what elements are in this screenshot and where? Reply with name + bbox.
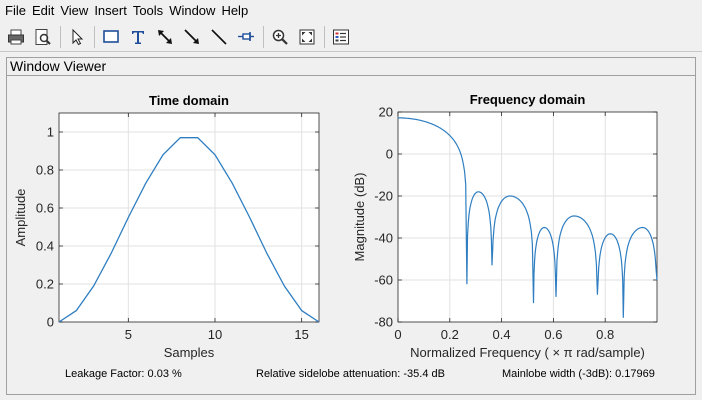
legend-button[interactable] [329, 25, 353, 49]
x-tick-label: 0 [394, 327, 401, 342]
y-tick-label: 0.6 [36, 201, 54, 216]
menu-window[interactable]: Window [169, 3, 216, 18]
double-arrow-icon [158, 29, 172, 44]
menu-bar: File Edit View Insert Tools Window Help [0, 0, 702, 22]
leakage-factor-label: Leakage Factor: 0.03 % [65, 368, 182, 380]
y-tick-label: 0 [386, 147, 393, 162]
panel-title: Window Viewer [10, 58, 107, 74]
menu-tools[interactable]: Tools [132, 3, 164, 18]
time-domain-line [58, 137, 320, 323]
arrow-button[interactable] [180, 25, 204, 49]
pin-button[interactable] [234, 25, 258, 49]
y-tick-label: -60 [374, 273, 393, 288]
y-tick-label: 0.2 [36, 277, 54, 292]
x-tick-label: 0.6 [544, 327, 562, 342]
plot-area [59, 113, 319, 322]
axes-frame [397, 111, 658, 323]
time-domain-plot: 5 10 15 0 0.2 0.4 0.6 0.8 1 Time domain Samples Amp… [13, 93, 320, 360]
x-tick-label: 0.4 [493, 327, 511, 342]
toolbar [0, 22, 702, 52]
text-icon [132, 30, 144, 44]
toolbar-separator [324, 25, 325, 48]
panel-divider [7, 75, 695, 76]
text-button[interactable] [126, 25, 150, 49]
x-axis-label: Samples [164, 345, 215, 360]
fit-view-button[interactable] [295, 25, 319, 49]
fit-view-icon [299, 29, 315, 44]
axes-frame [58, 112, 320, 323]
plot-area [398, 112, 657, 322]
x-tick-label: 5 [125, 327, 132, 342]
y-tick-label: -40 [374, 231, 393, 246]
menu-view[interactable]: View [60, 3, 89, 18]
y-tick-label: 1 [47, 125, 54, 140]
y-tick-label: -20 [374, 189, 393, 204]
rectangle-icon [103, 29, 119, 43]
double-arrow-button[interactable] [153, 25, 177, 49]
y-tick-label: 0.4 [36, 239, 54, 254]
x-axis-label: Normalized Frequency ( × π rad/sample) [410, 345, 645, 360]
zoom-in-icon [272, 29, 288, 45]
select-pointer-button[interactable] [65, 25, 89, 49]
zoom-in-button[interactable] [268, 25, 292, 49]
line-icon [211, 28, 227, 45]
print-preview-icon [35, 28, 51, 45]
line-button[interactable] [207, 25, 231, 49]
y-axis-label: Amplitude [13, 189, 28, 247]
frequency-domain-line [398, 117, 658, 318]
select-pointer-icon [72, 28, 84, 45]
print-button[interactable] [4, 25, 28, 49]
print-preview-button[interactable] [31, 25, 55, 49]
toolbar-separator [60, 25, 61, 48]
y-axis-label: Magnitude (dB) [352, 173, 367, 262]
arrow-icon [184, 28, 199, 44]
print-icon [8, 29, 24, 44]
y-tick-label: 20 [379, 105, 393, 120]
legend-icon [333, 29, 349, 44]
rectangle-button[interactable] [99, 25, 123, 49]
menu-help[interactable]: Help [221, 3, 249, 18]
mainlobe-width-label: Mainlobe width (-3dB): 0.17969 [502, 368, 655, 380]
x-tick-label: 10 [208, 327, 222, 342]
menu-insert[interactable]: Insert [94, 3, 127, 18]
chart-title: Time domain [149, 93, 229, 108]
frequency-domain-plot: 0 0.2 0.4 0.6 0.8 -80 -60 -40 -20 0 20 Frequency do… [352, 92, 658, 360]
pin-icon [238, 31, 254, 41]
charts-canvas: 5 10 15 0 0.2 0.4 0.6 0.8 1 Time domain Samples Amp… [13, 92, 658, 360]
sidelobe-attenuation-label: Relative sidelobe attenuation: -35.4 dB [256, 368, 445, 380]
x-tick-label: 15 [294, 327, 308, 342]
toolbar-separator [263, 25, 264, 48]
y-tick-label: 0.8 [36, 163, 54, 178]
toolbar-separator [94, 25, 95, 48]
menu-edit[interactable]: Edit [31, 3, 55, 18]
x-tick-label: 0.2 [441, 327, 459, 342]
x-tick-label: 0.8 [596, 327, 614, 342]
chart-title: Frequency domain [470, 92, 586, 107]
y-tick-label: -80 [374, 315, 393, 330]
y-tick-label: 0 [47, 315, 54, 330]
menu-file[interactable]: File [5, 3, 26, 18]
